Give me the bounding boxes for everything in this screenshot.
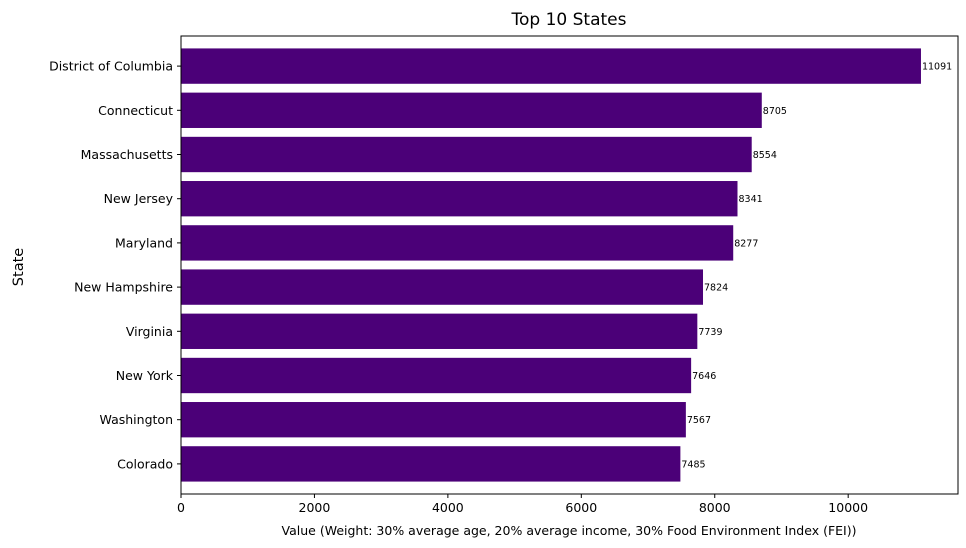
bar: [181, 402, 686, 438]
y-tick-label: District of Columbia: [49, 59, 173, 74]
data-label: 7739: [698, 327, 722, 338]
bar: [181, 357, 692, 394]
data-label: 8277: [734, 238, 758, 249]
x-tick-label: 0: [177, 500, 185, 515]
y-tick-label: New Hampshire: [74, 280, 173, 295]
x-tick-label: 10000: [828, 500, 868, 515]
x-axis-label: Value (Weight: 30% average age, 20% aver…: [282, 523, 857, 538]
data-label: 8341: [738, 194, 762, 205]
plot-frame: [180, 35, 959, 495]
y-axis-label: State: [11, 248, 27, 286]
y-tick-label: Connecticut: [98, 103, 173, 118]
x-tick-label: 8000: [699, 500, 731, 515]
x-tick-label: 2000: [299, 500, 331, 515]
y-tick-label: Colorado: [117, 456, 173, 471]
bar: [181, 269, 704, 305]
bar: [181, 313, 698, 349]
data-label: 7824: [704, 283, 728, 294]
bar: [181, 181, 738, 217]
data-label: 8554: [753, 150, 777, 161]
y-tick-label: Washington: [100, 412, 173, 427]
y-tick-label: Maryland: [115, 235, 173, 250]
bar: [181, 136, 752, 173]
y-tick-label: Virginia: [126, 324, 173, 339]
bar: [181, 225, 734, 261]
data-label: 8705: [763, 106, 787, 117]
data-label: 7567: [687, 415, 711, 426]
chart-title: Top 10 States: [511, 10, 627, 30]
x-tick-label: 4000: [432, 500, 464, 515]
y-tick-label: Massachusetts: [81, 147, 173, 162]
y-tick-label: New York: [116, 368, 174, 383]
data-label: 7646: [692, 371, 716, 382]
bar: [181, 92, 762, 128]
plot-area: 11091 District of Columbia 8705 Connecticut…: [49, 35, 959, 515]
data-label: 7485: [681, 459, 705, 470]
bar: [181, 48, 921, 84]
bar: [181, 446, 681, 482]
x-tick-label: 6000: [565, 500, 597, 515]
y-tick-label: New Jersey: [104, 191, 174, 206]
data-label: 11091: [922, 62, 952, 73]
